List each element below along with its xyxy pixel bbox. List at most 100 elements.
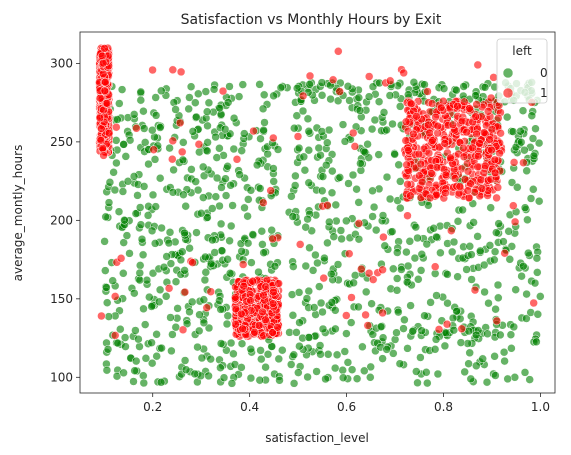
point-series-1: [485, 135, 494, 144]
point-series-1: [231, 304, 241, 314]
point-series-0: [354, 198, 363, 207]
point-series-0: [115, 99, 124, 108]
point-series-1: [176, 67, 186, 77]
point-series-1: [479, 128, 489, 137]
point-series-0: [167, 346, 176, 356]
point-series-0: [299, 152, 309, 162]
point-series-0: [111, 136, 121, 145]
point-series-1: [446, 153, 455, 163]
point-series-0: [237, 363, 246, 372]
point-series-0: [289, 379, 299, 388]
point-series-0: [144, 159, 153, 169]
point-series-0: [303, 114, 313, 124]
point-series-1: [441, 188, 450, 198]
point-series-0: [112, 371, 122, 381]
point-series-0: [221, 191, 231, 200]
point-series-0: [139, 378, 149, 388]
point-series-1: [448, 120, 458, 130]
point-series-0: [292, 111, 302, 120]
point-series-0: [508, 127, 518, 136]
point-series-0: [298, 106, 308, 116]
y-tick-label: 250: [50, 135, 73, 149]
point-series-0: [496, 330, 505, 340]
point-series-0: [191, 177, 200, 186]
point-series-1: [116, 254, 126, 263]
point-series-0: [286, 360, 296, 369]
point-series-1: [249, 126, 258, 136]
point-series-0: [201, 252, 210, 262]
point-series-1: [529, 298, 538, 308]
point-series-0: [400, 315, 409, 325]
point-series-0: [204, 98, 214, 108]
point-series-0: [432, 232, 441, 242]
point-series-0: [148, 268, 158, 278]
point-series-0: [369, 202, 379, 212]
point-series-0: [147, 338, 156, 347]
point-series-1: [298, 91, 308, 101]
point-series-1: [268, 328, 277, 337]
point-series-0: [378, 211, 388, 220]
point-series-0: [290, 181, 300, 190]
point-series-1: [328, 75, 338, 85]
point-series-0: [119, 140, 128, 149]
point-series-0: [331, 200, 341, 210]
point-series-0: [317, 127, 327, 136]
point-series-1: [434, 325, 444, 334]
point-series-0: [164, 238, 174, 248]
point-series-0: [483, 329, 492, 339]
point-series-0: [325, 217, 334, 227]
point-series-0: [234, 92, 244, 101]
point-series-0: [436, 248, 445, 258]
legend-label-0: 0: [540, 66, 548, 80]
point-series-1: [431, 112, 440, 122]
point-series-0: [246, 344, 256, 354]
point-series-0: [204, 323, 214, 333]
point-series-0: [275, 376, 284, 385]
legend-title: left: [512, 44, 532, 58]
point-series-0: [343, 82, 353, 91]
point-series-0: [108, 276, 117, 285]
point-series-0: [187, 297, 197, 307]
point-series-0: [211, 192, 221, 201]
point-series-1: [132, 124, 141, 133]
point-series-1: [404, 146, 413, 155]
point-series-0: [443, 270, 452, 279]
point-series-1: [99, 151, 108, 160]
point-series-0: [294, 143, 304, 153]
point-series-0: [223, 162, 232, 171]
point-series-0: [143, 211, 153, 220]
point-series-0: [333, 96, 343, 106]
point-series-0: [337, 234, 346, 244]
point-series-1: [425, 193, 435, 203]
point-series-1: [493, 183, 503, 192]
point-series-0: [147, 358, 157, 368]
point-series-0: [340, 137, 350, 146]
point-series-0: [363, 139, 372, 149]
point-series-1: [470, 285, 480, 295]
point-series-0: [168, 188, 178, 197]
point-series-0: [103, 345, 113, 354]
point-series-0: [267, 225, 276, 235]
point-series-0: [482, 377, 492, 387]
point-series-0: [328, 166, 337, 176]
point-series-0: [129, 377, 138, 386]
point-series-0: [511, 142, 521, 152]
point-series-0: [456, 338, 466, 347]
point-series-0: [300, 165, 310, 175]
point-series-1: [475, 139, 484, 148]
point-series-1: [487, 124, 497, 134]
point-series-1: [401, 117, 411, 127]
point-series-0: [403, 261, 413, 271]
point-series-0: [109, 168, 118, 177]
point-series-0: [417, 250, 427, 259]
point-series-0: [385, 91, 395, 100]
point-series-0: [389, 264, 398, 274]
point-series-0: [534, 138, 544, 148]
point-series-0: [432, 291, 441, 300]
point-series-1: [239, 281, 249, 291]
point-series-0: [215, 296, 224, 305]
point-series-1: [455, 182, 465, 191]
point-series-1: [168, 136, 178, 146]
point-series-0: [465, 348, 474, 358]
